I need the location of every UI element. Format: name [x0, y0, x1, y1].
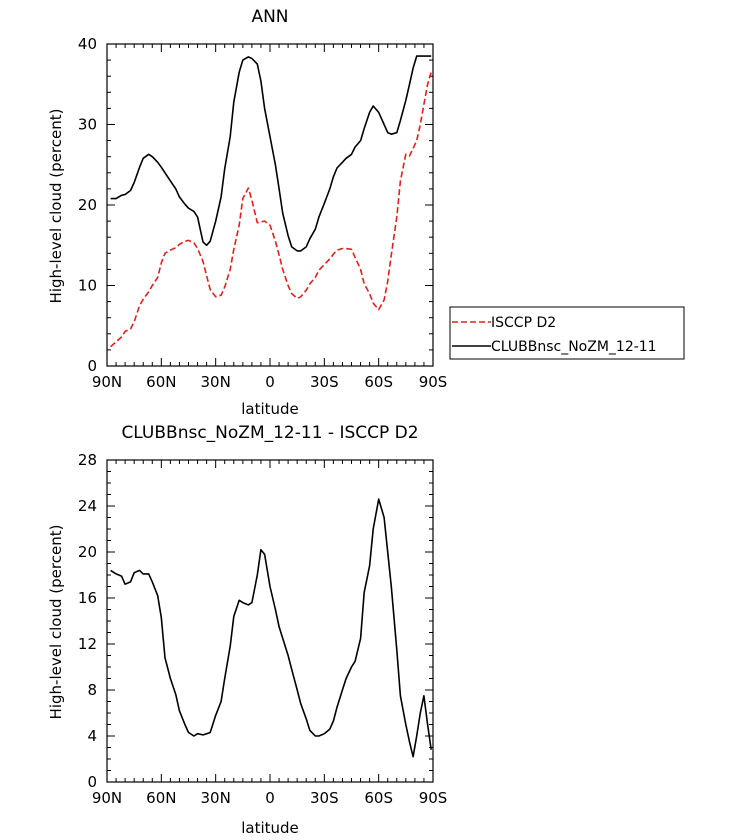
- bottom-y-tick-label: 12: [78, 635, 97, 653]
- panel-bottom-chart: CLUBBnsc_NoZM_12-11 - ISCCP D2 90N 60N 30N…: [47, 423, 447, 837]
- top-x-tick-label: 90N: [92, 373, 122, 391]
- bottom-y-tick-label: 24: [78, 497, 97, 515]
- bottom-y-tick-label: 16: [78, 589, 97, 607]
- bottom-x-tick-label: 30S: [310, 789, 339, 807]
- legend-label-isccp: ISCCP D2: [491, 315, 556, 331]
- top-x-tick-label: 30N: [201, 373, 231, 391]
- bottom-plot-frame: [106, 459, 434, 783]
- panel-top-chart: ANN 90N 60N 30N 0 30S 60S 90S 0 10 20 30 40 latitud…: [47, 7, 447, 418]
- top-plot-frame: [106, 43, 434, 367]
- legend: ISCCP D2 CLUBBnsc_NoZM_12-11: [449, 306, 685, 360]
- top-x-tick-label: 0: [265, 373, 275, 391]
- legend-label-clubb: CLUBBnsc_NoZM_12-11: [491, 339, 657, 355]
- top-y-tick-label: 10: [78, 277, 97, 295]
- top-x-tick-label: 90S: [419, 373, 448, 391]
- top-x-tick-label: 60S: [364, 373, 393, 391]
- bottom-y-tick-label: 28: [78, 451, 97, 469]
- top-series-group: [110, 55, 432, 348]
- legend-box: [449, 306, 685, 360]
- bottom-x-tick-label: 90N: [92, 789, 122, 807]
- top-series-line-0: [110, 71, 432, 348]
- bottom-axes: 90N 60N 30N 0 30S 60S 90S 0 4 8 12 16 20 24 28: [78, 451, 447, 807]
- bottom-y-tick-label: 0: [87, 773, 97, 791]
- top-y-tick-label: 20: [78, 196, 97, 214]
- top-series-line-1: [110, 55, 432, 252]
- top-y-tick-label: 30: [78, 116, 97, 134]
- top-x-tick-label: 30S: [310, 373, 339, 391]
- bottom-x-axis-label: latitude: [241, 819, 299, 837]
- top-x-tick-label: 60N: [146, 373, 176, 391]
- top-y-tick-label: 40: [78, 35, 97, 53]
- bottom-chart-title: CLUBBnsc_NoZM_12-11 - ISCCP D2: [121, 423, 418, 443]
- bottom-x-tick-label: 60S: [364, 789, 393, 807]
- bottom-y-tick-label: 20: [78, 543, 97, 561]
- bottom-y-axis-label: High-level cloud (percent): [47, 525, 65, 720]
- bottom-x-tick-label: 0: [265, 789, 275, 807]
- bottom-x-tick-label: 60N: [146, 789, 176, 807]
- top-y-tick-label: 0: [87, 357, 97, 375]
- bottom-series-line-0: [110, 498, 432, 758]
- bottom-y-tick-label: 8: [87, 681, 97, 699]
- bottom-series-group: [110, 498, 432, 758]
- top-chart-title: ANN: [251, 7, 288, 27]
- top-x-axis-label: latitude: [241, 400, 299, 418]
- bottom-x-tick-label: 90S: [419, 789, 448, 807]
- bottom-x-tick-label: 30N: [201, 789, 231, 807]
- top-axes: 90N 60N 30N 0 30S 60S 90S 0 10 20 30 40: [78, 35, 447, 391]
- bottom-y-tick-label: 4: [87, 727, 97, 745]
- top-y-axis-label: High-level cloud (percent): [47, 109, 65, 304]
